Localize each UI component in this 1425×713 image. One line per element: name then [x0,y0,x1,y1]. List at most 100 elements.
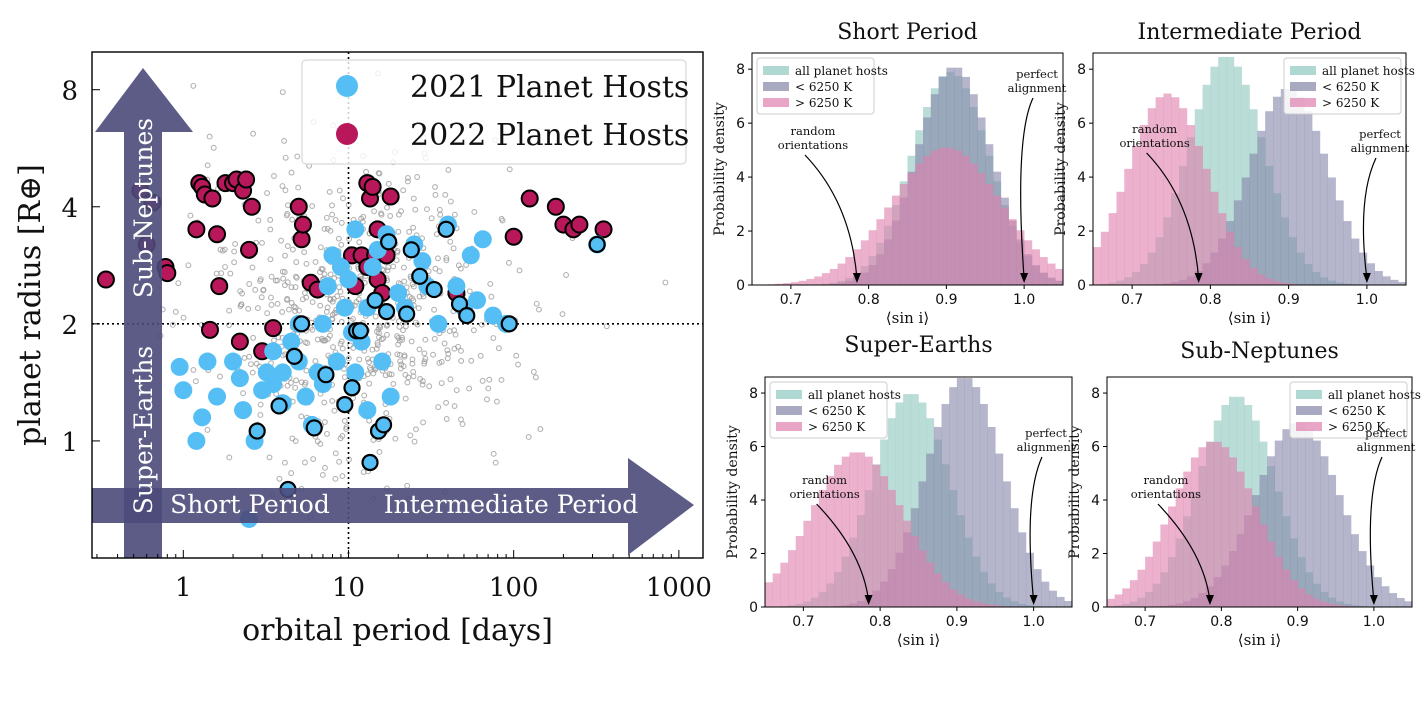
hist-bar [946,147,955,285]
background-planet [410,195,417,202]
background-planet [266,454,273,461]
hist-bar [933,426,942,607]
hist-bar [1335,605,1344,607]
hist-bar [811,505,820,607]
hist-bar [1335,200,1344,285]
host-2021-point [389,284,408,303]
hist-bar [949,589,958,607]
legend-swatch [763,66,789,75]
background-planet [252,286,259,293]
hist-bar [979,404,988,607]
background-planet [204,426,211,433]
hist-bar [1373,577,1382,607]
background-planet [444,355,451,362]
hist-bar [788,550,796,607]
y-tick-label: 8 [1077,62,1086,78]
background-planet [356,239,363,246]
background-planet [219,247,226,254]
host-2021-point [363,258,382,277]
hist-bar [1002,481,1011,607]
arrowhead-perfect [1362,273,1371,283]
hist-bar [1229,457,1237,607]
hist-bar [1251,506,1260,607]
background-planet [341,374,348,381]
hist-bar [1108,213,1117,285]
arrowhead-perfect [1369,595,1378,605]
hist-bar [995,453,1004,607]
hist-bar [961,155,970,285]
annotation-perfect: perfect [1365,426,1407,440]
background-planet [210,144,217,151]
background-planet [402,323,409,330]
background-planet [267,226,274,233]
background-planet [396,323,403,330]
background-planet [371,208,378,215]
background-planet [457,265,464,272]
hist-bar [941,404,950,607]
host-2022-point [96,270,115,289]
background-planet [453,387,460,394]
background-planet [441,340,448,347]
x-tick-label: 0.8 [869,614,891,630]
arrowhead-random [852,273,861,283]
background-planet [276,475,283,482]
background-planet [361,392,368,399]
x-axis-label: ⟨sin i⟩ [897,631,940,649]
host-2021-point [381,387,400,406]
background-planet [247,361,254,368]
y-tick-label: 8 [61,77,78,107]
background-planet [404,174,411,181]
host-2022-point [293,215,312,234]
background-planet [455,343,462,350]
hist-bar [923,155,932,285]
background-planet [447,198,454,205]
hist-bar [1226,56,1235,285]
x-tick-label: 0.8 [857,292,879,308]
background-planet [324,225,331,232]
host-2021-outlined-point [343,379,361,397]
host-2021-point [187,431,206,450]
background-planet [288,470,295,477]
background-planet [458,357,465,364]
host-2022-point [230,332,249,351]
x-tick-label: 0.7 [1121,292,1143,308]
background-planet [330,344,336,351]
background-planet [345,355,352,362]
background-planet [190,366,197,373]
host-2022-point [546,197,565,216]
background-planet [288,284,295,291]
background-planet [422,355,429,362]
background-planet [394,351,401,358]
background-planet [603,323,610,330]
y-tick-label: 6 [736,116,745,132]
x-tick-label: 0.7 [792,614,814,630]
background-planet [309,326,316,333]
background-planet [506,166,513,173]
background-planet [410,224,417,231]
host-2021-outlined-point [292,315,311,333]
host-2022-point [520,189,539,208]
background-planet [432,184,438,191]
background-planet [284,296,290,303]
hist-bar [1366,263,1375,285]
background-planet [396,337,403,344]
y-axis-label: Probability density [1067,425,1083,559]
panel-title: Intermediate Period [1138,20,1362,45]
annotation-perfect: perfect [1016,67,1058,81]
hist-bar [915,163,924,285]
background-planet [326,188,333,195]
host-2021-point [468,291,487,310]
background-planet [292,384,299,391]
hist-bar [1039,257,1048,285]
background-planet [226,322,232,329]
background-planet [281,282,288,289]
background-planet [498,377,505,383]
background-planet [384,267,391,274]
background-planet [400,327,406,334]
hist-bar [1343,605,1352,607]
background-planet [281,269,288,276]
background-planet [363,168,370,175]
background-planet [329,202,335,209]
host-2022-point [570,215,589,234]
background-planet [401,353,408,360]
